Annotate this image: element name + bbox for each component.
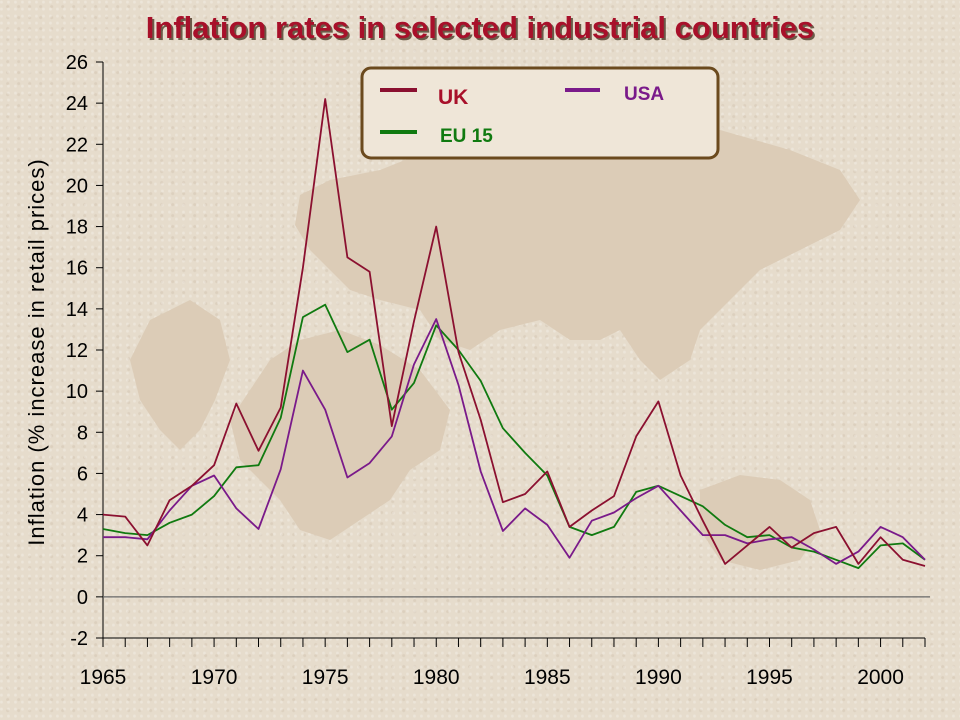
series-line-usa bbox=[103, 318, 926, 565]
x-tick-label: 1995 bbox=[746, 666, 793, 689]
legend-box bbox=[360, 66, 720, 160]
legend: UK EU 15 USA bbox=[360, 66, 720, 160]
legend-label-eu15: EU 15 bbox=[440, 126, 493, 147]
map-europe-asia bbox=[295, 125, 860, 380]
y-tick-label: 14 bbox=[66, 299, 88, 321]
series-lines bbox=[102, 98, 926, 569]
y-tick-label: 16 bbox=[66, 258, 88, 280]
y-tick-label: 18 bbox=[66, 217, 88, 239]
x-tick-label: 1980 bbox=[413, 666, 460, 689]
y-tick-label: 2 bbox=[77, 546, 88, 568]
series-line-eu15 bbox=[102, 303, 926, 569]
y-tick-label: 22 bbox=[66, 134, 88, 156]
x-tick-label: 2000 bbox=[857, 666, 904, 689]
series-line-uk bbox=[102, 98, 926, 567]
y-tick-label: 26 bbox=[66, 52, 88, 74]
legend-label-usa: USA bbox=[624, 84, 664, 105]
y-tick-label: 20 bbox=[66, 175, 88, 197]
x-tick-label: 1975 bbox=[302, 666, 349, 689]
y-tick-label: 0 bbox=[77, 587, 88, 609]
y-tick-label: -2 bbox=[70, 628, 88, 650]
map-australia bbox=[700, 475, 820, 570]
y-tick-label: 4 bbox=[77, 505, 88, 527]
map-africa bbox=[230, 330, 450, 540]
x-tick-label: 1970 bbox=[191, 666, 238, 689]
y-axis-label: Inflation (% increase in retail prices) bbox=[24, 158, 49, 545]
y-tick-label: 24 bbox=[66, 93, 88, 115]
chart-title: Inflation rates in selected industrial c… bbox=[145, 10, 815, 45]
x-tick-label: 1985 bbox=[524, 666, 571, 689]
x-tick-label: 1965 bbox=[80, 666, 127, 689]
x-tick-label: 1990 bbox=[635, 666, 682, 689]
y-tick-label: 10 bbox=[66, 381, 88, 403]
y-tick-label: 6 bbox=[77, 463, 88, 485]
y-tick-label: 12 bbox=[66, 340, 88, 362]
legend-label-uk: UK bbox=[438, 86, 468, 109]
map-americas bbox=[130, 300, 230, 450]
y-tick-label: 8 bbox=[77, 422, 88, 444]
world-map-background bbox=[130, 125, 860, 570]
